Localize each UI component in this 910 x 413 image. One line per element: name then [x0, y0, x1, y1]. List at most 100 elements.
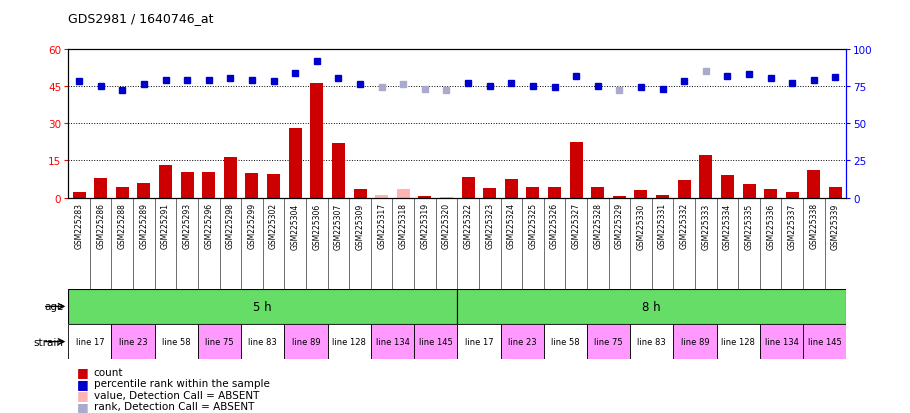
- Bar: [461, 177, 475, 198]
- Text: GSM225302: GSM225302: [269, 203, 278, 249]
- Bar: [699, 156, 713, 198]
- Bar: [457, 289, 846, 324]
- Text: GSM225331: GSM225331: [658, 203, 667, 249]
- Text: GSM225304: GSM225304: [290, 203, 299, 249]
- Text: ■: ■: [77, 400, 89, 413]
- Text: GSM225319: GSM225319: [420, 203, 430, 249]
- Text: GSM225307: GSM225307: [334, 203, 343, 249]
- Text: line 75: line 75: [206, 337, 234, 346]
- Text: line 89: line 89: [292, 337, 320, 346]
- Text: GSM225322: GSM225322: [463, 203, 472, 249]
- Bar: [284, 324, 328, 359]
- Text: GSM225318: GSM225318: [399, 203, 408, 249]
- Text: value, Detection Call = ABSENT: value, Detection Call = ABSENT: [94, 390, 259, 400]
- Bar: [180, 172, 194, 198]
- Text: line 75: line 75: [594, 337, 622, 346]
- Bar: [288, 129, 301, 198]
- Bar: [155, 324, 197, 359]
- Bar: [673, 324, 716, 359]
- Bar: [370, 324, 414, 359]
- Text: GSM225328: GSM225328: [593, 203, 602, 249]
- Bar: [678, 181, 691, 198]
- Text: line 58: line 58: [551, 337, 580, 346]
- Bar: [197, 324, 241, 359]
- Bar: [159, 166, 172, 198]
- Bar: [526, 187, 540, 198]
- Bar: [241, 324, 284, 359]
- Text: GSM225326: GSM225326: [550, 203, 559, 249]
- Text: line 145: line 145: [808, 337, 842, 346]
- Bar: [457, 324, 500, 359]
- Text: count: count: [94, 367, 123, 377]
- Text: GSM225291: GSM225291: [161, 203, 170, 249]
- Text: ■: ■: [77, 365, 89, 378]
- Text: GSM225289: GSM225289: [139, 203, 148, 249]
- Text: line 128: line 128: [722, 337, 755, 346]
- Text: GSM225286: GSM225286: [96, 203, 106, 249]
- Bar: [332, 144, 345, 198]
- Text: GSM225323: GSM225323: [485, 203, 494, 249]
- Text: line 145: line 145: [419, 337, 452, 346]
- Text: GSM225296: GSM225296: [204, 203, 213, 249]
- Bar: [328, 324, 370, 359]
- Bar: [397, 190, 410, 198]
- Text: GDS2981 / 1640746_at: GDS2981 / 1640746_at: [68, 12, 214, 25]
- Bar: [68, 324, 111, 359]
- Bar: [743, 185, 755, 198]
- Bar: [353, 190, 367, 198]
- Text: GSM225298: GSM225298: [226, 203, 235, 249]
- Bar: [548, 187, 561, 198]
- Bar: [137, 183, 150, 198]
- Text: GSM225309: GSM225309: [356, 203, 365, 249]
- Bar: [803, 324, 846, 359]
- Text: GSM225336: GSM225336: [766, 203, 775, 249]
- Text: GSM225338: GSM225338: [809, 203, 818, 249]
- Text: GSM225288: GSM225288: [117, 203, 126, 249]
- Text: ■: ■: [77, 388, 89, 401]
- Text: line 134: line 134: [376, 337, 410, 346]
- Bar: [116, 187, 129, 198]
- Text: ■: ■: [77, 377, 89, 390]
- Bar: [543, 324, 587, 359]
- Text: line 23: line 23: [119, 337, 147, 346]
- Text: GSM225332: GSM225332: [680, 203, 689, 249]
- Bar: [419, 197, 431, 198]
- Text: GSM225337: GSM225337: [788, 203, 797, 249]
- Bar: [505, 180, 518, 198]
- Bar: [612, 197, 626, 198]
- Bar: [268, 175, 280, 198]
- Bar: [375, 196, 388, 198]
- Text: GSM225320: GSM225320: [442, 203, 451, 249]
- Text: strain: strain: [34, 337, 64, 347]
- Text: line 89: line 89: [681, 337, 709, 346]
- Bar: [483, 188, 496, 198]
- Bar: [764, 190, 777, 198]
- Text: 8 h: 8 h: [642, 300, 661, 313]
- Text: GSM225329: GSM225329: [615, 203, 624, 249]
- Bar: [570, 142, 582, 198]
- Bar: [634, 191, 647, 198]
- Text: line 58: line 58: [162, 337, 190, 346]
- Text: GSM225317: GSM225317: [377, 203, 386, 249]
- Text: age: age: [45, 301, 64, 312]
- Text: GSM225334: GSM225334: [723, 203, 732, 249]
- Text: line 17: line 17: [76, 337, 104, 346]
- Text: line 23: line 23: [508, 337, 536, 346]
- Bar: [716, 324, 760, 359]
- Bar: [246, 173, 258, 198]
- Bar: [785, 192, 799, 198]
- Text: 5 h: 5 h: [254, 300, 272, 313]
- Text: GSM225325: GSM225325: [529, 203, 538, 249]
- Bar: [73, 192, 86, 198]
- Text: line 83: line 83: [637, 337, 666, 346]
- Text: line 83: line 83: [248, 337, 278, 346]
- Bar: [656, 196, 669, 198]
- Bar: [587, 324, 630, 359]
- Bar: [592, 187, 604, 198]
- Bar: [310, 84, 323, 198]
- Bar: [630, 324, 673, 359]
- Bar: [68, 289, 457, 324]
- Text: GSM225330: GSM225330: [636, 203, 645, 249]
- Text: line 134: line 134: [764, 337, 798, 346]
- Text: GSM225324: GSM225324: [507, 203, 516, 249]
